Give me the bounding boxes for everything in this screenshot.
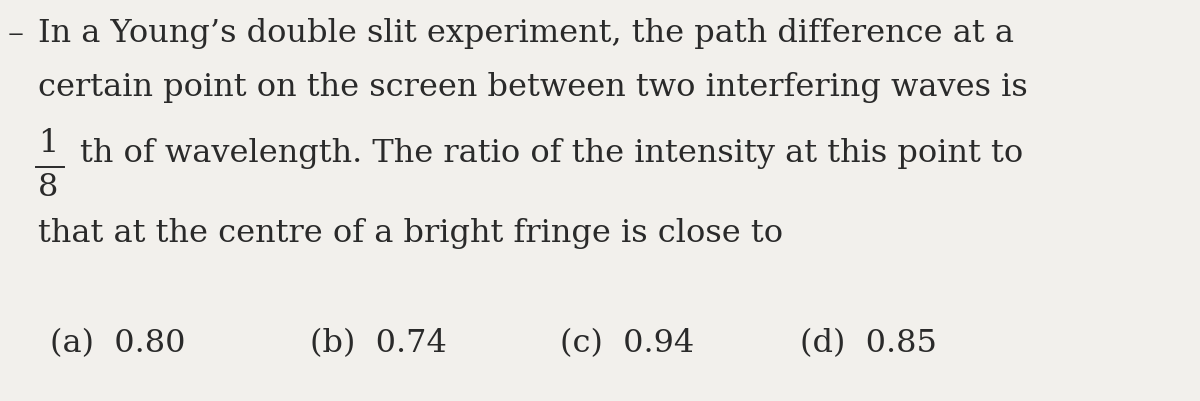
- Text: that at the centre of a bright fringe is close to: that at the centre of a bright fringe is…: [38, 217, 784, 248]
- Text: (c)  0.94: (c) 0.94: [560, 327, 695, 358]
- Text: (b)  0.74: (b) 0.74: [310, 327, 446, 358]
- Text: –: –: [8, 18, 34, 49]
- Text: (d)  0.85: (d) 0.85: [800, 327, 937, 358]
- Text: (a)  0.80: (a) 0.80: [50, 327, 186, 358]
- Text: 1: 1: [38, 128, 59, 159]
- Text: th of wavelength. The ratio of the intensity at this point to: th of wavelength. The ratio of the inten…: [80, 138, 1024, 168]
- Text: certain point on the screen between two interfering waves is: certain point on the screen between two …: [38, 72, 1027, 103]
- Text: In a Young’s double slit experiment, the path difference at a: In a Young’s double slit experiment, the…: [38, 18, 1014, 49]
- Text: 8: 8: [38, 172, 59, 203]
